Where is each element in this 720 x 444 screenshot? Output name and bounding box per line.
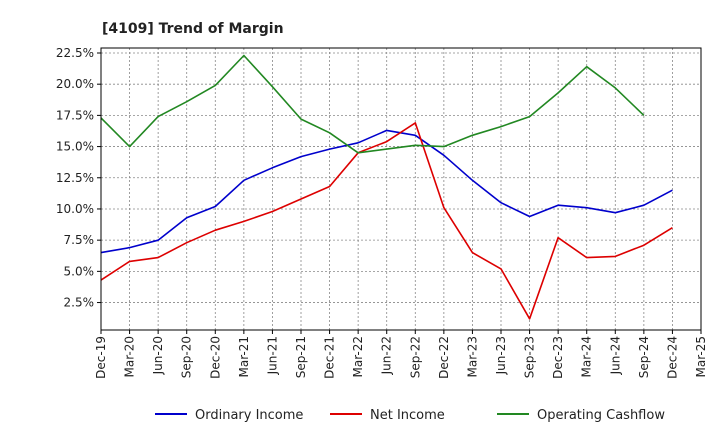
- y-tick-label: 20.0%: [56, 77, 94, 91]
- series-line: [100, 54, 645, 154]
- y-tick-label: 15.0%: [56, 140, 94, 154]
- x-tick-label: Mar-25: [694, 336, 708, 377]
- chart-title: [4109] Trend of Margin: [102, 21, 284, 37]
- series-line: [100, 129, 673, 254]
- legend-label: Net Income: [370, 408, 445, 423]
- x-axis: Dec-19 Mar-20 Jun-20 Sep-20 Dec-20 Mar-21 Jun-…: [94, 330, 708, 379]
- x-tick-label: Sep-24: [637, 336, 651, 378]
- y-tick-label: 22.5%: [56, 46, 94, 60]
- y-tick-label: 5.0%: [64, 264, 95, 278]
- x-tick-label: Jun-23: [494, 336, 508, 375]
- x-tick-label: Mar-20: [123, 336, 137, 377]
- grid: [100, 48, 702, 330]
- x-tick-label: Dec-21: [323, 336, 337, 379]
- x-tick-label: Dec-20: [208, 336, 222, 379]
- y-tick-label: 12.5%: [56, 171, 94, 185]
- x-tick-label: Dec-24: [665, 336, 679, 379]
- x-tick-label: Jun-22: [380, 336, 394, 375]
- x-tick-label: Dec-23: [551, 336, 565, 379]
- x-tick-label: Dec-22: [437, 336, 451, 379]
- series-line: [100, 122, 673, 320]
- x-tick-label: Mar-21: [237, 336, 251, 377]
- series-lines: [100, 54, 673, 320]
- x-tick-label: Sep-20: [180, 336, 194, 378]
- y-tick-label: 17.5%: [56, 108, 94, 122]
- x-tick-label: Mar-23: [465, 336, 479, 377]
- y-axis: 2.5% 5.0% 7.5% 10.0% 12.5% 15.0% 17.5% 20.0% 22.…: [56, 46, 101, 310]
- x-tick-label: Sep-22: [408, 336, 422, 378]
- x-tick-label: Sep-23: [523, 336, 537, 378]
- x-tick-label: Sep-21: [294, 336, 308, 378]
- x-tick-label: Mar-24: [580, 336, 594, 377]
- x-tick-label: Jun-21: [265, 336, 279, 375]
- x-tick-label: Mar-22: [351, 336, 365, 377]
- legend-label: Ordinary Income: [195, 408, 303, 423]
- plot-frame: [100, 47, 702, 331]
- legend-label: Operating Cashflow: [537, 408, 665, 423]
- x-tick-label: Dec-19: [94, 336, 108, 379]
- x-tick-label: Jun-24: [608, 336, 622, 375]
- y-tick-label: 10.0%: [56, 202, 94, 216]
- y-tick-label: 2.5%: [64, 296, 95, 310]
- y-tick-label: 7.5%: [64, 233, 95, 247]
- legend: Ordinary Income Net Income Operating Cashf…: [155, 408, 665, 423]
- x-tick-label: Jun-20: [151, 336, 165, 375]
